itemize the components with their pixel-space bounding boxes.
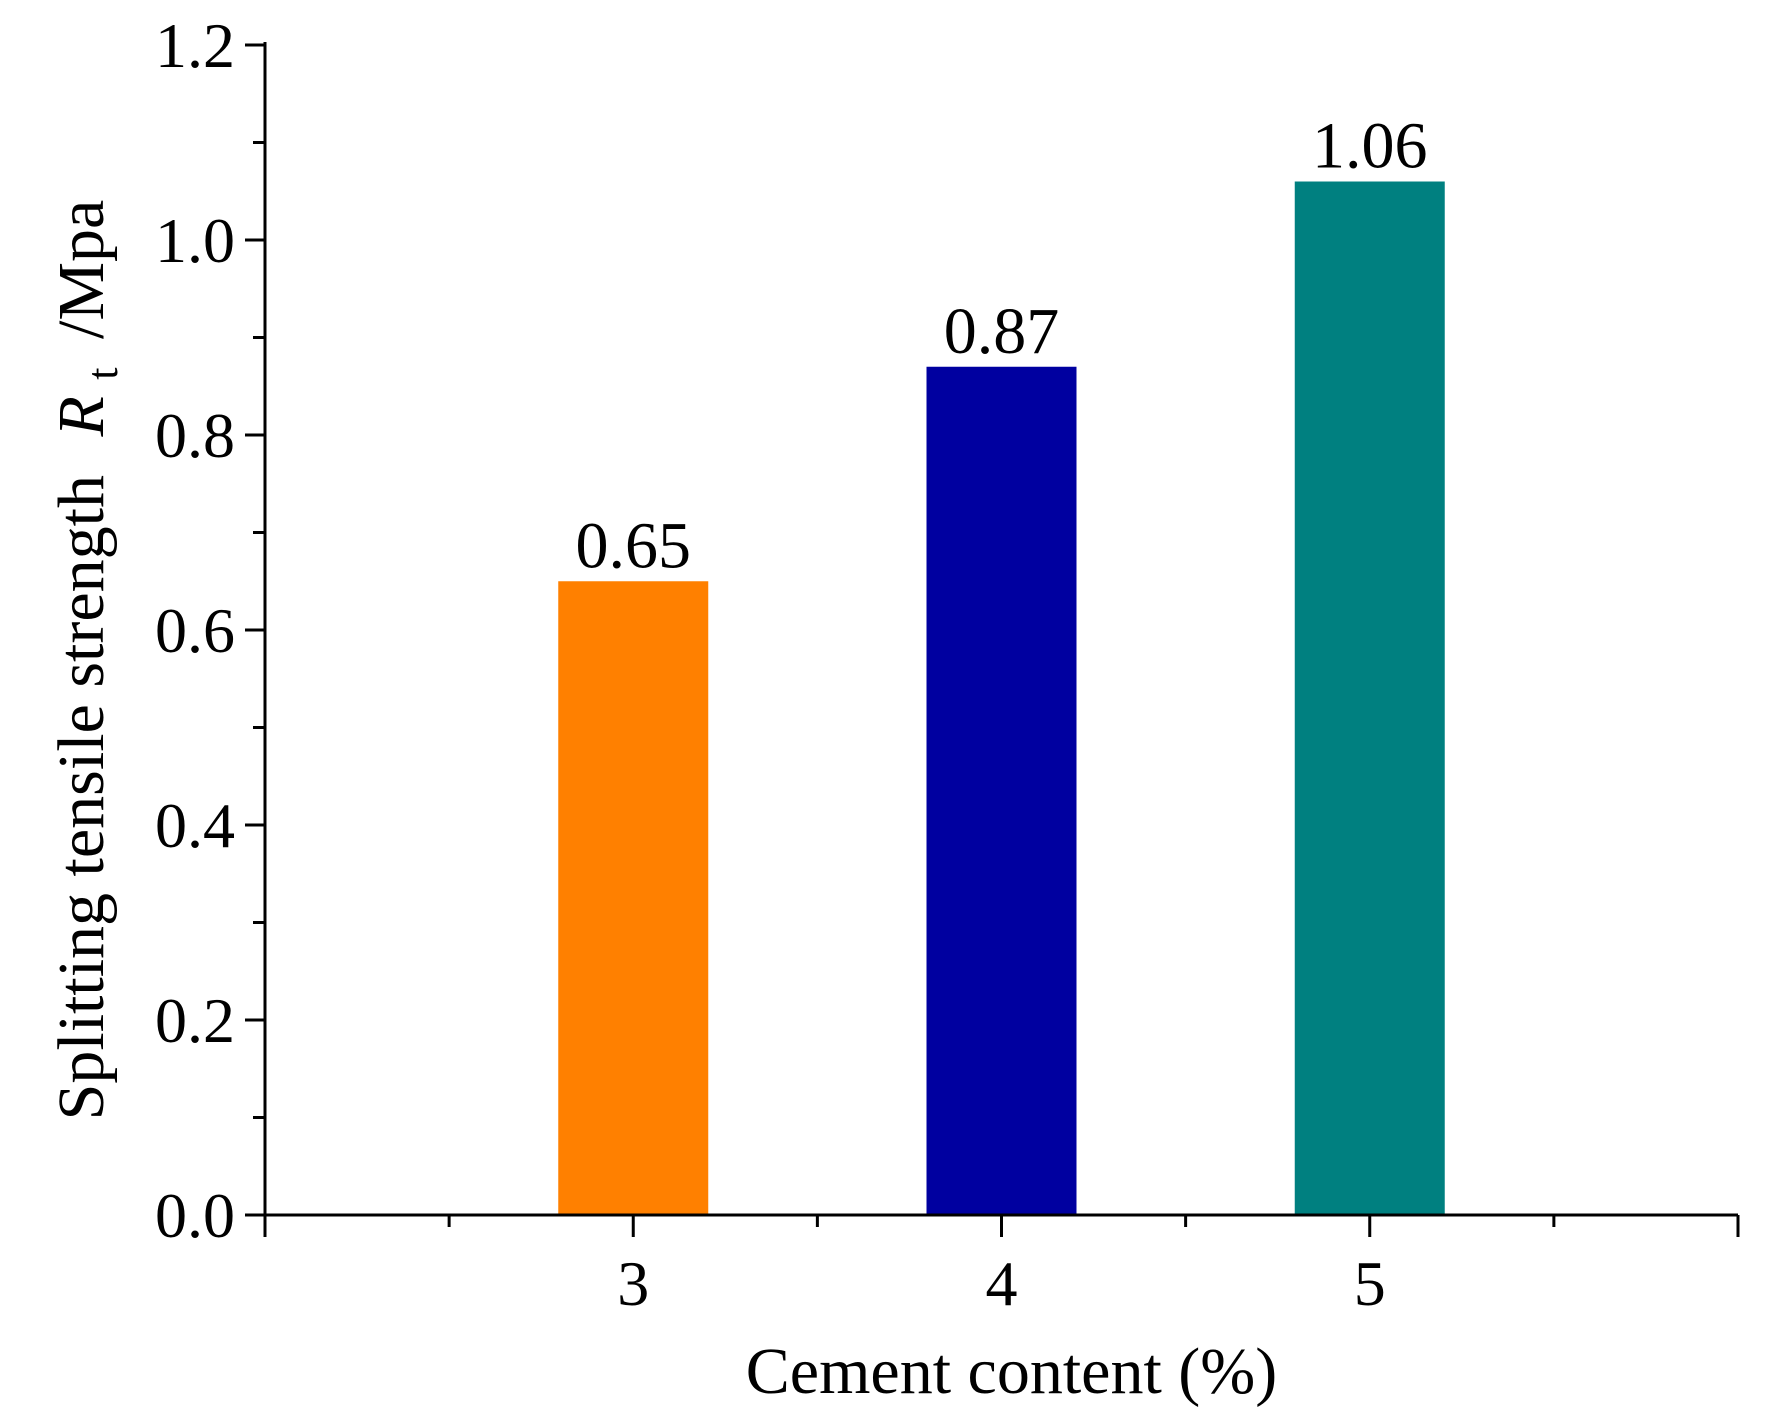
y-tick-label: 0.0 xyxy=(155,1180,235,1251)
bars-group xyxy=(558,181,1445,1215)
data-label-4: 0.87 xyxy=(944,295,1060,368)
x-tick-label-3: 3 xyxy=(617,1248,649,1319)
x-tick-label-5: 5 xyxy=(1354,1248,1386,1319)
y-tick-label: 1.0 xyxy=(155,205,235,276)
x-tick-label-4: 4 xyxy=(986,1248,1018,1319)
y-tick-label: 0.6 xyxy=(155,595,235,666)
y-axis-title: Splitting tensile strength R t /Mpa xyxy=(45,200,132,1121)
data-label-3: 0.65 xyxy=(576,509,692,582)
y-tick-label: 0.4 xyxy=(155,790,235,861)
y-axis-title-subscript: t xyxy=(78,367,127,379)
data-label-5: 1.06 xyxy=(1312,110,1428,183)
y-axis-title-unit: /Mpa xyxy=(45,200,118,339)
y-axis-title-symbol: R xyxy=(45,396,118,437)
bar-4 xyxy=(926,366,1077,1215)
bar-5 xyxy=(1294,181,1445,1215)
x-axis-title: Cement content (%) xyxy=(746,1335,1277,1408)
x-axis-ticks: 3 4 5 xyxy=(263,1215,1740,1319)
y-axis-ticks: 0.0 0.2 0.4 0.6 0.8 1.0 1.2 xyxy=(155,10,265,1251)
y-tick-label: 1.2 xyxy=(155,10,235,81)
y-tick-label: 0.2 xyxy=(155,985,235,1056)
y-tick-label: 0.8 xyxy=(155,400,235,471)
data-labels-group: 0.65 0.87 1.06 xyxy=(576,110,1428,583)
bar-3 xyxy=(558,581,709,1215)
y-axis-title-prefix: Splitting tensile strength xyxy=(45,475,118,1120)
